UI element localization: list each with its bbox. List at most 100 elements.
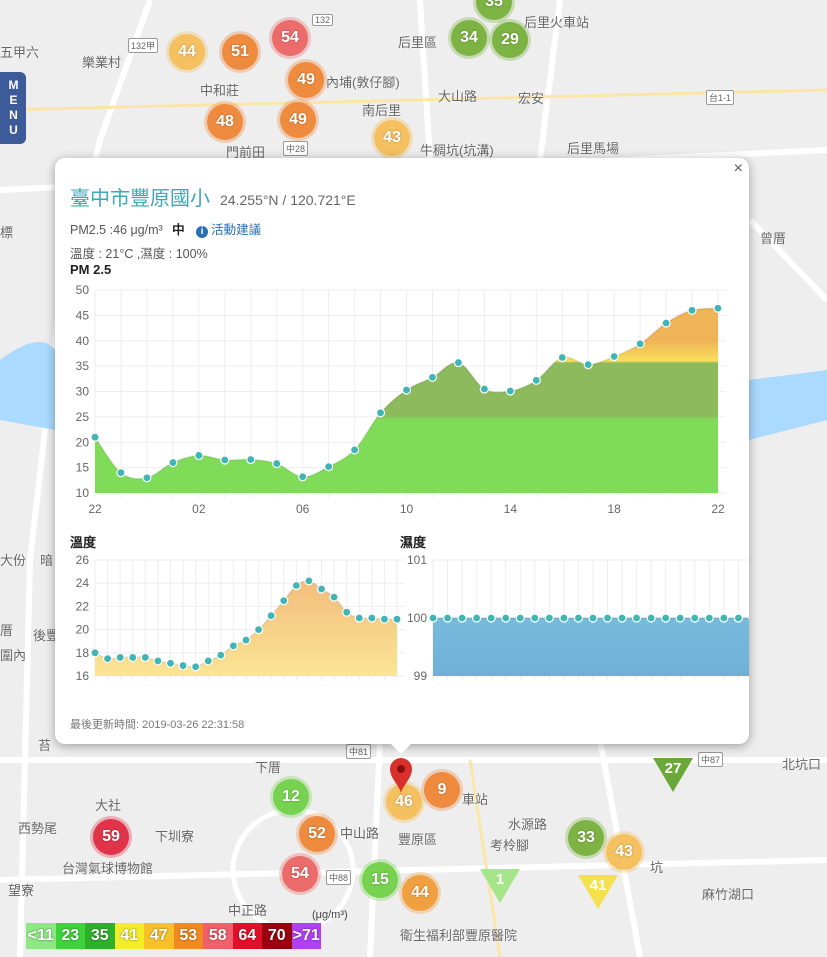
station-marker[interactable]: 46	[386, 784, 422, 820]
station-marker[interactable]: 34	[451, 20, 487, 56]
station-marker[interactable]: 49	[280, 102, 316, 138]
data-point	[329, 592, 339, 602]
x-tick-label: 22	[711, 502, 725, 516]
station-marker[interactable]: 9	[424, 772, 460, 808]
area-fill	[95, 580, 397, 676]
road-number-badge: 中87	[698, 752, 724, 767]
station-marker[interactable]: 44	[169, 34, 205, 70]
data-point	[375, 408, 386, 418]
station-marker-value: 27	[664, 760, 682, 777]
data-point	[544, 613, 554, 623]
station-marker[interactable]: 29	[492, 22, 528, 58]
selected-station-pin-icon[interactable]	[388, 757, 414, 800]
legend-item: 70	[262, 923, 292, 949]
data-point	[675, 613, 685, 623]
station-marker[interactable]: 43	[606, 834, 642, 870]
menu-label: MENU	[6, 78, 21, 138]
weather-summary: 溫度 : 21°C ,濕度 : 100%	[70, 247, 208, 261]
map-place-label: 門前田	[226, 145, 266, 160]
station-marker[interactable]: 33	[568, 820, 604, 856]
map-place-label: 中正路	[228, 903, 268, 918]
data-point	[220, 455, 230, 465]
x-tick-label: 06	[296, 502, 310, 516]
x-tick-label: 22	[88, 502, 102, 516]
data-point	[392, 614, 402, 624]
data-point	[140, 652, 150, 663]
sensor-triangle-marker[interactable]: 41	[578, 875, 618, 909]
y-tick-label: 30	[76, 385, 90, 399]
road-number-badge: 台1-1	[706, 90, 735, 105]
map-place-label: 北坑口	[782, 757, 822, 772]
data-point	[646, 613, 656, 623]
station-marker[interactable]: 51	[222, 34, 258, 70]
station-marker[interactable]: 59	[93, 819, 129, 855]
map-place-label: 衛生福利部豐原醫院	[400, 928, 518, 943]
data-point	[588, 613, 598, 623]
data-point	[90, 432, 100, 442]
data-point	[253, 624, 264, 635]
map-place-label: 下圳寮	[155, 829, 195, 844]
station-marker[interactable]: 48	[207, 104, 243, 140]
data-point	[573, 613, 584, 623]
map-place-label: 圍內	[0, 648, 27, 663]
menu-button[interactable]: MENU	[0, 72, 26, 144]
map-place-label: 樂業村	[82, 55, 122, 70]
x-tick-label: 02	[192, 502, 206, 516]
info-icon: i	[196, 226, 209, 238]
data-point	[687, 305, 697, 315]
data-point	[194, 450, 204, 461]
data-point	[128, 652, 138, 663]
data-point	[530, 613, 540, 623]
data-point	[442, 613, 453, 623]
station-marker[interactable]: 44	[402, 875, 438, 911]
map-place-label: 中和莊	[200, 83, 240, 98]
data-point	[266, 611, 276, 621]
data-point	[401, 385, 412, 395]
station-marker[interactable]: 54	[282, 856, 318, 892]
close-popup-button[interactable]: ×	[733, 160, 743, 177]
station-marker[interactable]: 54	[272, 20, 308, 56]
station-marker[interactable]: 15	[362, 862, 398, 898]
data-point	[713, 303, 723, 313]
y-tick-label: 35	[76, 359, 90, 373]
station-marker[interactable]: 52	[299, 816, 335, 852]
legend-item: 23	[55, 923, 85, 949]
legend-item: 41	[114, 923, 144, 949]
pm-legend: <11 23 35 41 47 53 58 64 70 >71	[26, 923, 321, 949]
station-marker[interactable]: 12	[273, 779, 309, 815]
x-tick-label: 14	[504, 502, 518, 516]
map-place-label: 坑	[650, 860, 664, 875]
data-point	[272, 458, 282, 469]
station-marker[interactable]: 43	[374, 120, 410, 156]
map-place-label: 宏安	[518, 91, 545, 106]
temperature-chart: 16 18 20 22 24 26	[76, 553, 405, 683]
area-fill	[95, 308, 718, 493]
data-point	[733, 613, 743, 623]
data-point	[342, 607, 352, 617]
activity-advice-link[interactable]: i 活動建議	[188, 223, 261, 238]
x-tick-label: 10	[400, 502, 414, 516]
map-place-label: 后里馬場	[567, 141, 620, 156]
pm-value: PM2.5 :46 μg/m³	[70, 223, 163, 237]
data-point	[291, 580, 301, 591]
data-point	[216, 650, 226, 660]
y-tick-label: 100	[407, 611, 427, 625]
station-coordinates: 24.255°N / 120.721°E	[220, 192, 356, 208]
map-place-label: 五甲六	[0, 45, 40, 60]
data-point	[501, 613, 511, 623]
station-marker[interactable]: 35	[476, 0, 512, 20]
data-point	[617, 613, 627, 623]
data-point	[153, 656, 163, 666]
data-point	[354, 613, 364, 623]
station-marker[interactable]: 49	[288, 62, 324, 98]
y-tick-label: 20	[76, 623, 90, 637]
map-place-label: 豐原區	[398, 832, 438, 847]
pm-chart-title: PM 2.5	[70, 262, 112, 277]
y-tick-label: 101	[407, 553, 427, 567]
y-tick-label: 26	[76, 553, 90, 567]
data-point	[165, 658, 176, 668]
sensor-triangle-marker[interactable]: 27	[653, 758, 693, 792]
data-point	[316, 584, 327, 594]
sensor-triangle-marker[interactable]: 1	[480, 869, 520, 903]
road-number-badge: 中81	[346, 744, 372, 759]
